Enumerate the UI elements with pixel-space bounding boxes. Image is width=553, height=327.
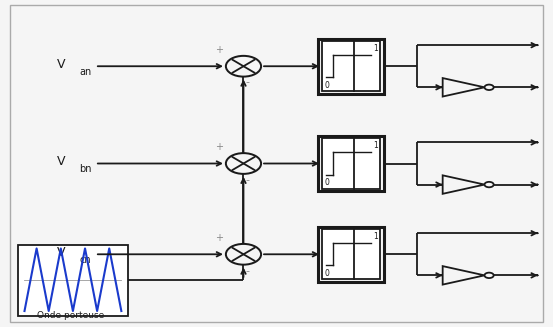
Text: 1: 1 [373,232,378,241]
Polygon shape [442,175,484,194]
Text: an: an [80,67,92,77]
Text: $\mathrm{V}$: $\mathrm{V}$ [56,155,67,168]
Text: -: - [246,175,250,185]
Text: 0: 0 [324,81,329,90]
FancyBboxPatch shape [18,245,128,316]
Text: -: - [246,77,250,88]
FancyBboxPatch shape [322,138,380,189]
Text: 1: 1 [373,141,378,150]
Text: -: - [246,266,250,276]
Text: +: + [215,233,223,243]
FancyBboxPatch shape [322,41,380,91]
Text: +: + [215,45,223,55]
Text: 0: 0 [324,178,329,187]
FancyBboxPatch shape [322,229,380,279]
Circle shape [484,85,494,90]
Text: Onde porteuse: Onde porteuse [37,311,105,320]
FancyBboxPatch shape [318,227,384,282]
Text: +: + [215,142,223,152]
Circle shape [226,244,261,265]
Polygon shape [442,78,484,96]
Text: bn: bn [80,164,92,174]
FancyBboxPatch shape [318,39,384,94]
Polygon shape [442,266,484,284]
FancyBboxPatch shape [318,136,384,191]
Text: $\mathrm{V}$: $\mathrm{V}$ [56,246,67,259]
Text: cn: cn [80,255,91,265]
Text: 1: 1 [373,44,378,53]
Circle shape [226,153,261,174]
Circle shape [226,56,261,77]
Circle shape [484,182,494,187]
Text: 0: 0 [324,269,329,278]
Circle shape [484,273,494,278]
Text: $\mathrm{V}$: $\mathrm{V}$ [56,58,67,71]
